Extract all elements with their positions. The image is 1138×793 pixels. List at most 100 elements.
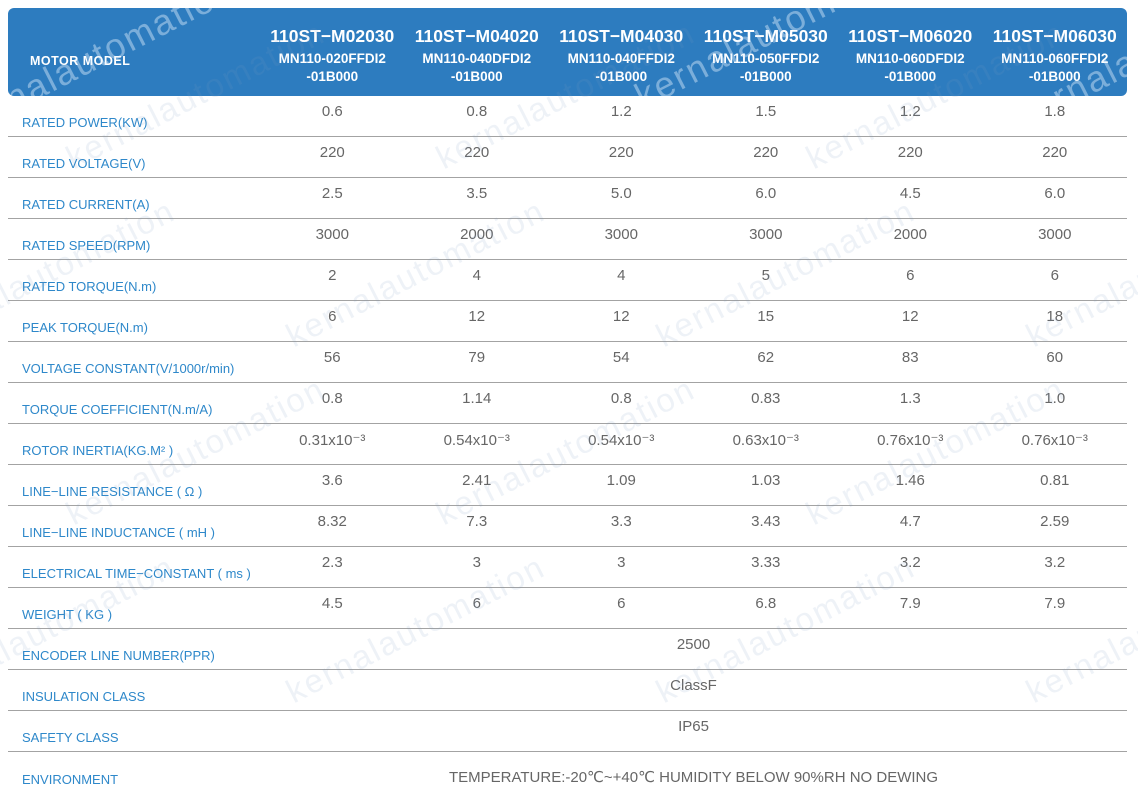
spec-value: 6 (1050, 267, 1059, 284)
spec-value: 15 (757, 308, 775, 325)
model-code-line2: -01B000 (1028, 69, 1081, 85)
spec-value: 60 (1046, 349, 1064, 366)
spec-value-span: ClassF (670, 677, 717, 694)
model-code-line2: -01B000 (306, 69, 359, 85)
spec-value: 0.8 (321, 390, 343, 407)
spec-value: 0.76x10⁻³ (877, 432, 944, 449)
spec-value: 6 (472, 595, 481, 612)
spec-row: RATED TORQUE(N.m) 2 4 4 5 6 6 (8, 260, 1127, 301)
spec-value: 2 (328, 267, 337, 284)
spec-value: 1.2 (610, 103, 632, 120)
spec-value: 6.0 (755, 185, 777, 202)
spec-value: 1.0 (1044, 390, 1066, 407)
spec-value: 0.83 (751, 390, 781, 407)
spec-row: VOLTAGE CONSTANT(V/1000r/min) 56 79 54 62 83 6… (8, 342, 1127, 383)
spec-value: 3.2 (899, 554, 921, 571)
spec-value: 4 (617, 267, 626, 284)
spec-value: 3.43 (751, 513, 781, 530)
model-code-line2: -01B000 (450, 69, 503, 85)
spec-value: 79 (468, 349, 486, 366)
spec-table: RATED POWER(KW) 0.6 0.8 1.2 1.5 1.2 1.8 RATED V… (8, 96, 1127, 793)
model-code: MN110-060FFDI2 -01B000 (983, 48, 1128, 96)
spec-value: 3 (617, 554, 626, 571)
spec-value: 4.5 (899, 185, 921, 202)
spec-row: TORQUE COEFFICIENT(N.m/A) 0.8 1.14 0.8 0.83 1… (8, 383, 1127, 424)
spec-value: 220 (319, 144, 345, 161)
spec-value: 1.3 (899, 390, 921, 407)
spec-value: 0.81 (1040, 472, 1070, 489)
row-label: INSULATION CLASS (22, 689, 146, 704)
spec-value: 0.31x10⁻³ (299, 432, 366, 449)
spec-value: 12 (612, 308, 630, 325)
spec-value: 1.5 (755, 103, 777, 120)
spec-row: RATED SPEED(RPM) 3000 2000 3000 3000 2000 3000 (8, 219, 1127, 260)
row-label: RATED VOLTAGE(V) (22, 156, 146, 171)
spec-value: 3.5 (466, 185, 488, 202)
spec-value: 0.76x10⁻³ (1021, 432, 1088, 449)
row-label: RATED POWER(KW) (22, 115, 148, 130)
model-code-line1: MN110-040FFDI2 (567, 51, 675, 66)
spec-value: 0.8 (466, 103, 488, 120)
spec-value: 0.54x10⁻³ (588, 432, 655, 449)
spec-value: 5 (761, 267, 770, 284)
row-label: SAFETY CLASS (22, 730, 119, 745)
spec-value: 0.6 (321, 103, 343, 120)
spec-row: ENVIRONMENT TEMPERATURE:-20℃~+40℃ HUMIDIT… (8, 752, 1127, 793)
spec-value: 2.59 (1040, 513, 1070, 530)
model-code: MN110-040FFDI2 -01B000 (549, 48, 694, 96)
spec-value: 7.9 (1044, 595, 1066, 612)
motor-model-heading: MOTOR MODEL (30, 54, 131, 68)
model-series: 110ST−M05030 (703, 26, 828, 46)
spec-value: 1.03 (751, 472, 781, 489)
model-series: 110ST−M06020 (848, 26, 973, 46)
spec-row: WEIGHT ( KG ) 4.5 6 6 6.8 7.9 7.9 (8, 588, 1127, 629)
row-label: LINE−LINE INDUCTANCE ( mH ) (22, 525, 215, 540)
row-label: ELECTRICAL TIME−CONSTANT ( ms ) (22, 566, 251, 581)
spec-value: 56 (323, 349, 341, 366)
spec-value-span: TEMPERATURE:-20℃~+40℃ HUMIDITY BELOW 90%… (448, 769, 939, 786)
spec-value: 3000 (604, 226, 638, 243)
spec-value: 3.33 (751, 554, 781, 571)
spec-value: 2.5 (321, 185, 343, 202)
model-code-line1: MN110-050FFDI2 (712, 51, 820, 66)
spec-value: 7.9 (899, 595, 921, 612)
spec-value: 2000 (893, 226, 927, 243)
model-series: 110ST−M04020 (414, 26, 539, 46)
spec-value: 220 (753, 144, 779, 161)
spec-value: 220 (1042, 144, 1068, 161)
spec-value: 220 (464, 144, 490, 161)
spec-row: SAFETY CLASS IP65 (8, 711, 1127, 752)
spec-value: 12 (468, 308, 486, 325)
model-code-line1: MN110-060DFDI2 (855, 51, 965, 66)
spec-value: 6 (328, 308, 337, 325)
model-code-line2: -01B000 (595, 69, 648, 85)
spec-value-span: IP65 (678, 718, 709, 735)
model-code-line1: MN110-060FFDI2 (1001, 51, 1109, 66)
spec-value: 2.41 (462, 472, 492, 489)
row-label: RATED TORQUE(N.m) (22, 279, 157, 294)
spec-row: RATED CURRENT(A) 2.5 3.5 5.0 6.0 4.5 6.0 (8, 178, 1127, 219)
row-label: ENVIRONMENT (22, 772, 119, 787)
row-label: PEAK TORQUE(N.m) (22, 320, 148, 335)
row-label: ROTOR INERTIA(KG.M² ) (22, 443, 174, 458)
spec-value: 4 (472, 267, 481, 284)
spec-value: 3000 (749, 226, 783, 243)
spec-value: 62 (757, 349, 775, 366)
model-code-line2: -01B000 (884, 69, 937, 85)
row-label: RATED CURRENT(A) (22, 197, 150, 212)
spec-value: 6.8 (755, 595, 777, 612)
spec-value: 5.0 (610, 185, 632, 202)
model-series: 110ST−M02030 (270, 26, 395, 46)
row-label: VOLTAGE CONSTANT(V/1000r/min) (22, 361, 235, 376)
spec-row: ENCODER LINE NUMBER(PPR) 2500 (8, 629, 1127, 670)
spec-value: 1.2 (899, 103, 921, 120)
spec-value: 18 (1046, 308, 1064, 325)
spec-row: ROTOR INERTIA(KG.M² ) 0.31x10⁻³ 0.54x10⁻³ 0… (8, 424, 1127, 465)
spec-value-span: 2500 (676, 636, 711, 653)
spec-value: 7.3 (466, 513, 488, 530)
spec-row: INSULATION CLASS ClassF (8, 670, 1127, 711)
spec-value: 3000 (315, 226, 349, 243)
spec-value: 1.09 (606, 472, 636, 489)
spec-value: 0.8 (610, 390, 632, 407)
